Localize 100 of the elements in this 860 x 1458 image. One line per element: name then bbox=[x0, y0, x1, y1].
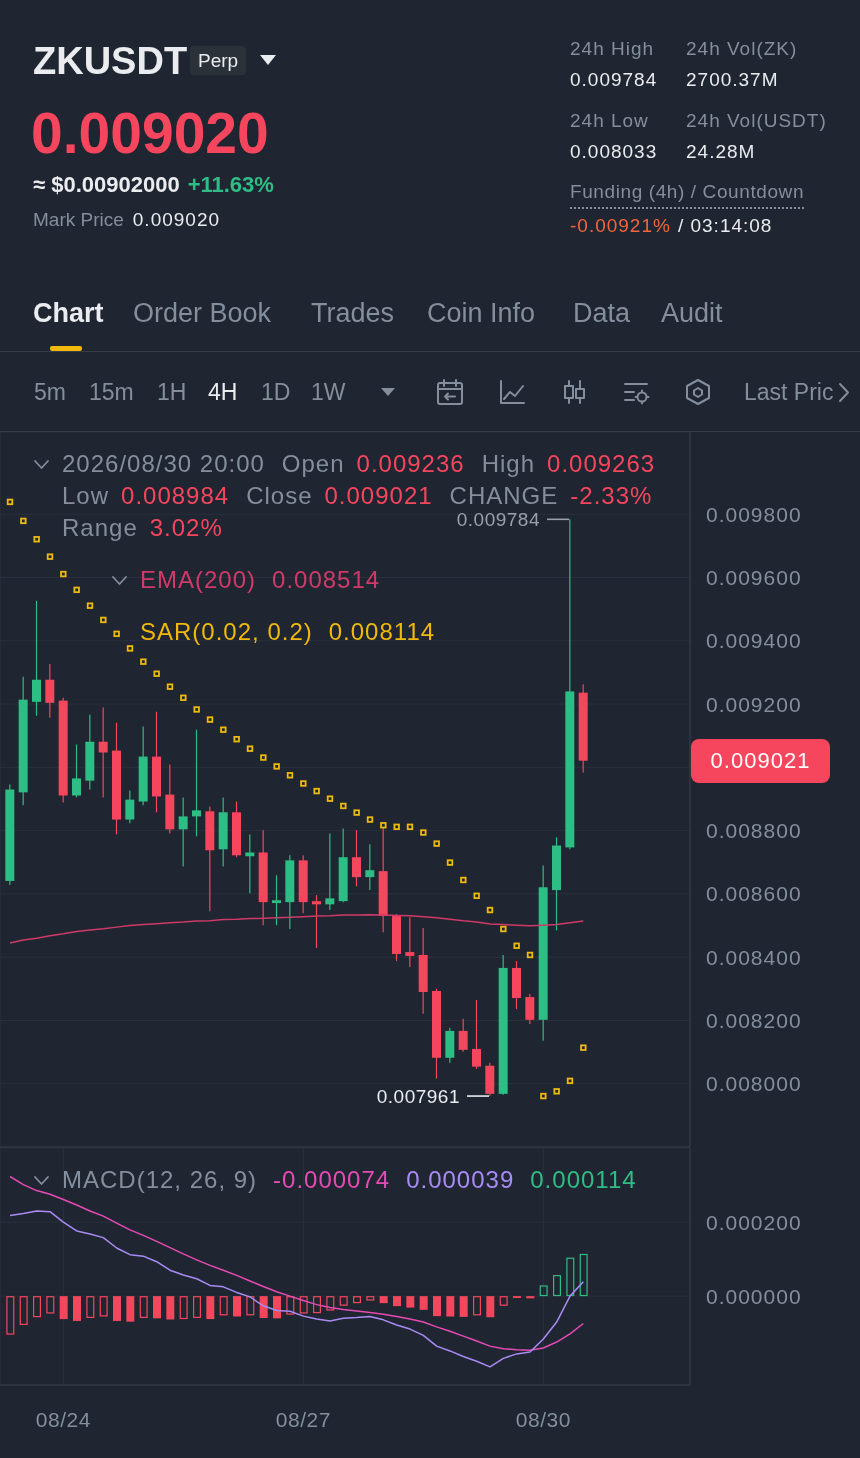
x-tick-label: 08/24 bbox=[35, 1407, 91, 1431]
point bbox=[193, 706, 200, 713]
bar bbox=[139, 1296, 148, 1318]
bar bbox=[486, 1296, 495, 1318]
point bbox=[420, 829, 427, 836]
bar bbox=[219, 1296, 228, 1316]
y-tick-label: 0.008200 bbox=[706, 1008, 802, 1032]
text: / 03:14:08 bbox=[677, 214, 773, 236]
y-tick-label: 0.009200 bbox=[706, 692, 802, 716]
text: 4H bbox=[208, 378, 238, 405]
annotation: -0.000074 bbox=[273, 1166, 391, 1193]
point bbox=[340, 802, 347, 810]
point bbox=[100, 616, 107, 624]
text: MACD(12, 26, 9) bbox=[62, 1166, 258, 1193]
text: 0.009020 bbox=[31, 100, 269, 165]
annotation: 2026/08/30 20:00 bbox=[62, 450, 265, 477]
text: EMA(200) bbox=[140, 566, 257, 593]
point bbox=[126, 645, 134, 652]
point bbox=[260, 754, 267, 761]
bar bbox=[433, 1296, 441, 1317]
y-tick-label: 0.009400 bbox=[706, 629, 802, 653]
point bbox=[473, 892, 480, 899]
bar bbox=[193, 1296, 201, 1318]
point bbox=[153, 670, 160, 677]
point bbox=[113, 630, 120, 638]
series-label: SAR(0.02, 0.2) bbox=[140, 618, 313, 645]
text: 1W bbox=[311, 378, 346, 405]
y-tick-label: 0.009800 bbox=[706, 502, 802, 526]
annotation: 3.02% bbox=[149, 514, 223, 541]
annotation: Low bbox=[62, 482, 110, 509]
bar bbox=[113, 1296, 121, 1321]
bar bbox=[553, 1275, 561, 1297]
bar bbox=[579, 1253, 588, 1297]
annotation: Range bbox=[62, 514, 138, 541]
point bbox=[393, 823, 400, 831]
annotation: 0.009021 bbox=[324, 482, 433, 509]
text: 24h High bbox=[570, 37, 655, 59]
candlestick bbox=[472, 999, 481, 1070]
candlestick bbox=[98, 706, 108, 799]
point bbox=[486, 906, 494, 914]
bar bbox=[259, 1296, 268, 1318]
point bbox=[500, 925, 507, 933]
text: Funding (4h) / Countdown bbox=[570, 180, 805, 209]
text: 0.009020 bbox=[132, 208, 221, 230]
bar bbox=[233, 1296, 241, 1317]
text: 24.28M bbox=[686, 140, 756, 162]
point bbox=[513, 942, 520, 949]
y-tick-label: 0.008400 bbox=[706, 945, 802, 969]
y-tick-label: 0.008000 bbox=[706, 1072, 802, 1096]
y-tick-label: 0.000000 bbox=[706, 1284, 802, 1308]
candlestick bbox=[458, 1018, 468, 1053]
text: 0.009784 bbox=[570, 68, 658, 90]
bar bbox=[473, 1296, 481, 1316]
point bbox=[366, 816, 374, 823]
bar bbox=[153, 1296, 161, 1319]
y-tick-label: 0.000200 bbox=[706, 1210, 802, 1234]
point bbox=[300, 780, 307, 787]
annotation: 0.008114 bbox=[328, 618, 436, 645]
candlestick bbox=[365, 843, 375, 891]
text: Order Book bbox=[133, 297, 272, 328]
point bbox=[180, 694, 187, 701]
point bbox=[273, 763, 280, 770]
y-tick-label: 0.008600 bbox=[706, 882, 802, 906]
text: 15m bbox=[89, 378, 134, 405]
text: ZKUSDT bbox=[33, 40, 188, 82]
point bbox=[86, 602, 94, 609]
text: Trades bbox=[311, 297, 395, 328]
annotation: -2.33% bbox=[570, 482, 653, 509]
point bbox=[233, 736, 240, 743]
text: 24h Vol(ZK) bbox=[686, 37, 798, 59]
candlestick bbox=[178, 796, 188, 867]
bar bbox=[353, 1296, 361, 1304]
point bbox=[46, 553, 54, 560]
annotation: 0.009263 bbox=[547, 450, 656, 477]
annotation: CHANGE bbox=[449, 482, 559, 509]
bar bbox=[326, 1296, 335, 1311]
text: Last Pric bbox=[744, 378, 834, 405]
bar bbox=[73, 1296, 81, 1321]
bar bbox=[446, 1296, 455, 1317]
text: Perp bbox=[190, 46, 247, 75]
text: Data bbox=[573, 297, 631, 328]
text: 1D bbox=[261, 378, 291, 405]
text: 0.008033 bbox=[570, 140, 658, 162]
point bbox=[220, 726, 227, 733]
annotation: 0.007961 bbox=[376, 1085, 460, 1107]
y-tick-label: 0.008800 bbox=[706, 819, 802, 843]
annotation: 0.009236 bbox=[356, 450, 465, 477]
bar bbox=[246, 1296, 255, 1316]
point bbox=[446, 859, 454, 866]
bar bbox=[339, 1296, 348, 1306]
bar bbox=[286, 1296, 295, 1315]
bar bbox=[419, 1296, 428, 1310]
annotation: Open bbox=[281, 450, 345, 477]
bar bbox=[459, 1296, 468, 1317]
line-series bbox=[9, 1210, 585, 1368]
point bbox=[206, 716, 214, 723]
point bbox=[166, 683, 174, 690]
text: 24h Vol(USDT) bbox=[686, 109, 827, 131]
text: ≈ $0.00902000 bbox=[33, 172, 180, 197]
text: Coin Info bbox=[427, 297, 536, 328]
